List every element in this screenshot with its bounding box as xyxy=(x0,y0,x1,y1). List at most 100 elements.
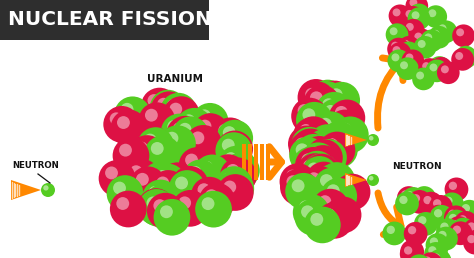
Circle shape xyxy=(107,175,143,212)
Circle shape xyxy=(302,140,315,153)
Circle shape xyxy=(295,199,331,236)
Circle shape xyxy=(318,99,354,135)
Circle shape xyxy=(110,110,147,146)
Circle shape xyxy=(155,165,168,178)
Circle shape xyxy=(149,164,186,200)
Circle shape xyxy=(449,182,457,190)
Circle shape xyxy=(458,50,466,58)
Circle shape xyxy=(148,168,161,181)
Circle shape xyxy=(150,170,187,207)
Circle shape xyxy=(454,211,474,235)
Circle shape xyxy=(426,60,448,82)
Circle shape xyxy=(303,85,340,122)
Circle shape xyxy=(160,205,173,218)
Circle shape xyxy=(154,199,166,212)
Circle shape xyxy=(148,159,185,195)
Circle shape xyxy=(327,128,340,140)
Circle shape xyxy=(449,214,457,222)
Circle shape xyxy=(435,20,457,43)
Circle shape xyxy=(178,172,191,185)
Bar xyxy=(242,144,246,180)
Circle shape xyxy=(325,168,337,181)
Circle shape xyxy=(179,123,191,136)
Circle shape xyxy=(224,176,237,189)
Circle shape xyxy=(448,209,456,218)
Circle shape xyxy=(216,166,253,203)
Circle shape xyxy=(400,61,408,69)
Circle shape xyxy=(430,205,454,229)
Circle shape xyxy=(400,240,424,258)
Circle shape xyxy=(319,132,356,168)
Circle shape xyxy=(440,222,448,231)
Circle shape xyxy=(406,191,414,199)
Circle shape xyxy=(223,181,236,194)
Circle shape xyxy=(399,196,408,204)
Bar xyxy=(266,144,270,180)
Circle shape xyxy=(427,205,450,229)
Circle shape xyxy=(424,5,447,28)
Text: NUCLEAR FISSION: NUCLEAR FISSION xyxy=(8,11,212,29)
Circle shape xyxy=(223,152,260,189)
Circle shape xyxy=(423,196,432,204)
Circle shape xyxy=(319,118,332,131)
Circle shape xyxy=(417,190,425,199)
Circle shape xyxy=(303,154,340,190)
Circle shape xyxy=(205,189,218,202)
Circle shape xyxy=(404,246,412,255)
Circle shape xyxy=(43,185,48,191)
Circle shape xyxy=(430,237,438,246)
Polygon shape xyxy=(345,133,367,147)
Circle shape xyxy=(328,138,340,150)
Circle shape xyxy=(408,4,430,26)
Circle shape xyxy=(408,190,431,214)
Circle shape xyxy=(330,88,343,101)
Circle shape xyxy=(191,103,228,140)
Circle shape xyxy=(154,199,190,236)
Circle shape xyxy=(295,116,332,153)
Circle shape xyxy=(424,34,432,41)
Circle shape xyxy=(430,57,453,79)
Circle shape xyxy=(123,159,160,196)
Circle shape xyxy=(387,38,410,60)
Circle shape xyxy=(218,146,255,182)
Circle shape xyxy=(286,175,299,188)
Circle shape xyxy=(224,152,237,165)
Circle shape xyxy=(406,23,414,31)
Circle shape xyxy=(129,166,166,203)
Circle shape xyxy=(314,164,351,201)
Circle shape xyxy=(434,209,442,217)
Circle shape xyxy=(216,131,253,167)
Circle shape xyxy=(327,184,340,197)
Circle shape xyxy=(199,183,235,220)
Circle shape xyxy=(391,27,399,35)
Circle shape xyxy=(316,86,328,99)
Circle shape xyxy=(313,135,326,148)
Circle shape xyxy=(196,112,232,149)
Circle shape xyxy=(295,147,332,184)
Circle shape xyxy=(306,129,343,166)
Circle shape xyxy=(220,158,257,194)
Circle shape xyxy=(300,123,337,160)
Circle shape xyxy=(280,169,317,206)
Circle shape xyxy=(135,142,148,155)
Circle shape xyxy=(389,4,411,27)
Circle shape xyxy=(392,53,400,61)
Circle shape xyxy=(391,42,399,50)
Circle shape xyxy=(185,125,222,162)
Circle shape xyxy=(414,36,437,59)
Circle shape xyxy=(120,103,134,116)
Circle shape xyxy=(432,253,440,258)
Circle shape xyxy=(159,162,196,199)
Circle shape xyxy=(292,179,304,192)
Circle shape xyxy=(419,252,443,258)
Circle shape xyxy=(113,182,126,195)
Circle shape xyxy=(444,197,453,205)
Circle shape xyxy=(327,110,364,146)
Circle shape xyxy=(198,109,211,122)
Circle shape xyxy=(300,142,337,179)
Circle shape xyxy=(172,116,209,153)
Circle shape xyxy=(166,116,203,153)
Circle shape xyxy=(456,28,464,36)
Circle shape xyxy=(191,131,204,144)
Circle shape xyxy=(306,162,342,198)
